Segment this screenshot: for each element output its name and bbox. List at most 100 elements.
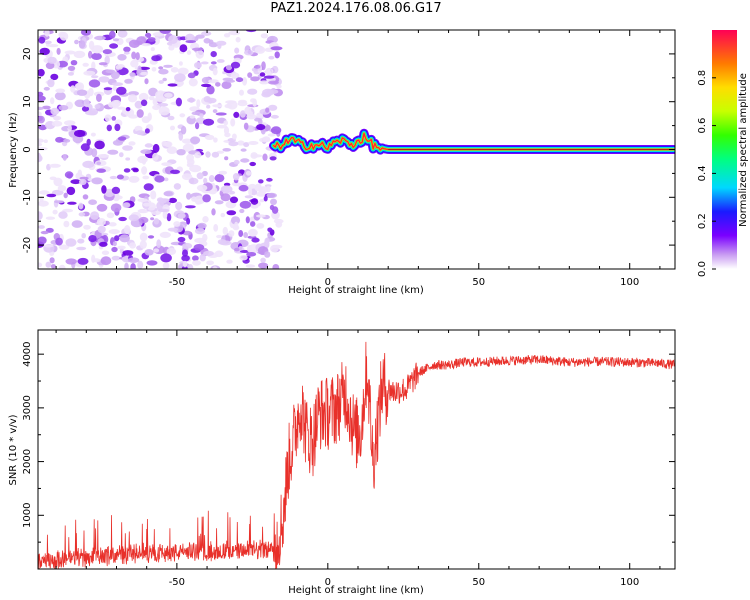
noise-blob bbox=[272, 264, 280, 269]
noise-blob bbox=[190, 136, 201, 145]
noise-blob bbox=[189, 115, 196, 119]
noise-blob bbox=[170, 169, 180, 174]
noise-blob bbox=[125, 107, 131, 112]
noise-blob bbox=[210, 61, 217, 65]
noise-blob bbox=[199, 113, 204, 118]
noise-blob bbox=[214, 250, 224, 258]
y-tick-label: -10 bbox=[22, 189, 33, 205]
noise-blob bbox=[64, 50, 76, 55]
noise-blob bbox=[39, 47, 50, 56]
noise-blob bbox=[262, 136, 271, 142]
noise-blob bbox=[153, 218, 160, 225]
noise-blob bbox=[53, 115, 62, 121]
noise-blob bbox=[143, 183, 154, 191]
noise-blob bbox=[247, 141, 259, 145]
noise-blob bbox=[111, 186, 121, 194]
noise-blob bbox=[94, 35, 106, 41]
noise-blob bbox=[230, 118, 236, 127]
colorbar-label: Normalized spectral amplitude bbox=[738, 73, 749, 227]
noise-blob bbox=[142, 202, 152, 207]
noise-blob bbox=[38, 236, 47, 245]
noise-blob bbox=[254, 185, 263, 192]
noise-blob bbox=[96, 168, 106, 173]
noise-blob bbox=[194, 152, 202, 159]
noise-blob bbox=[152, 32, 165, 37]
noise-blob bbox=[124, 262, 129, 269]
noise-blob bbox=[243, 142, 250, 148]
noise-blob bbox=[177, 236, 186, 243]
noise-blob bbox=[202, 118, 215, 126]
noise-blob bbox=[124, 225, 131, 234]
noise-blob bbox=[220, 185, 233, 193]
noise-blob bbox=[265, 67, 274, 76]
noise-blob bbox=[239, 89, 244, 96]
noise-blob bbox=[122, 145, 133, 151]
noise-blob bbox=[82, 160, 95, 168]
noise-blob bbox=[135, 52, 140, 61]
noise-blob bbox=[94, 104, 101, 109]
noise-blob bbox=[88, 79, 101, 88]
noise-blob bbox=[74, 83, 82, 89]
noise-blob bbox=[182, 249, 188, 257]
noise-blob bbox=[168, 35, 178, 44]
noise-blob bbox=[91, 148, 98, 158]
noise-blob bbox=[208, 79, 219, 84]
noise-blob bbox=[275, 221, 283, 228]
noise-blob bbox=[250, 76, 260, 82]
noise-blob bbox=[224, 132, 231, 138]
noise-blob bbox=[159, 30, 171, 34]
noise-blob bbox=[129, 242, 137, 249]
noise-blob bbox=[83, 70, 96, 76]
noise-blob bbox=[97, 225, 106, 234]
noise-blob bbox=[115, 64, 123, 70]
noise-blob bbox=[150, 217, 155, 221]
spectrogram-y-axis-label: Frequency (Hz) bbox=[8, 112, 19, 188]
x-tick-label: 0 bbox=[325, 577, 331, 588]
colorbar-tick-label: 0.8 bbox=[697, 70, 708, 86]
noise-blob bbox=[76, 89, 88, 96]
noise-blob bbox=[144, 249, 154, 256]
noise-blob bbox=[195, 200, 202, 205]
noise-blob bbox=[104, 114, 112, 122]
noise-blob bbox=[251, 154, 263, 158]
noise-blob bbox=[174, 73, 186, 82]
noise-blob bbox=[203, 250, 214, 257]
noise-blob bbox=[147, 235, 155, 239]
colorbar-gradient bbox=[712, 30, 737, 269]
noise-blob bbox=[175, 201, 183, 211]
noise-blob bbox=[38, 115, 45, 124]
noise-blob bbox=[96, 203, 108, 212]
y-tick-label: 3000 bbox=[22, 395, 33, 420]
noise-blob bbox=[166, 146, 178, 154]
noise-blob bbox=[211, 208, 216, 216]
noise-blob bbox=[94, 140, 105, 150]
noise-blob bbox=[38, 91, 44, 97]
noise-blob bbox=[213, 224, 219, 232]
noise-blob bbox=[108, 229, 121, 235]
noise-blob bbox=[261, 61, 266, 71]
noise-blob bbox=[267, 133, 276, 137]
noise-blob bbox=[96, 93, 102, 102]
noise-blob bbox=[83, 98, 90, 108]
noise-blob bbox=[154, 175, 165, 183]
noise-blob bbox=[244, 195, 254, 199]
snr-panel: -50 0 50 100 1000 2000 3000 4000 Height of stra… bbox=[8, 329, 676, 596]
y-tick-label: 2000 bbox=[22, 449, 33, 474]
noise-blob bbox=[137, 65, 142, 74]
noise-blob bbox=[104, 55, 110, 65]
noise-blob bbox=[247, 88, 258, 95]
noise-blob bbox=[246, 30, 257, 33]
colorbar-tick-label: 0.2 bbox=[697, 213, 708, 229]
snr-series-line bbox=[38, 341, 675, 569]
noise-blob bbox=[63, 138, 71, 143]
noise-blob bbox=[268, 55, 275, 60]
noise-blob bbox=[239, 250, 250, 253]
noise-blob bbox=[62, 208, 74, 213]
noise-blob bbox=[51, 120, 63, 127]
noise-blob bbox=[233, 159, 240, 165]
noise-blob bbox=[156, 197, 164, 203]
noise-blob bbox=[205, 151, 211, 158]
noise-blob bbox=[148, 96, 155, 101]
noise-blob bbox=[88, 50, 93, 59]
